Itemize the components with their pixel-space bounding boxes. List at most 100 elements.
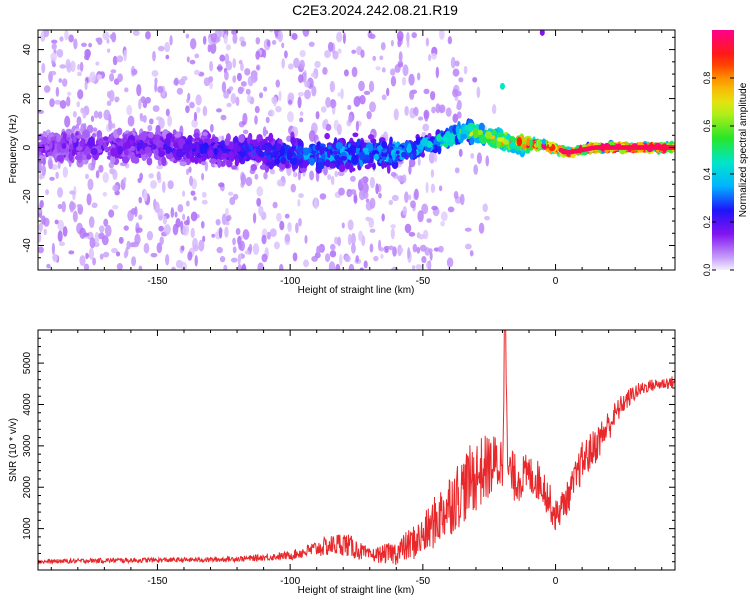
spectrogram-cell bbox=[50, 136, 57, 141]
spectrogram-cell bbox=[244, 250, 251, 255]
spectrogram-cell bbox=[235, 96, 240, 107]
spectrogram-cell bbox=[391, 266, 399, 270]
spectrogram-cell bbox=[516, 137, 523, 147]
spectrogram-cell bbox=[447, 206, 455, 213]
spectrogram-cell bbox=[157, 150, 166, 158]
spectrogram-cell bbox=[252, 152, 257, 157]
spectrogram-cell bbox=[379, 55, 384, 61]
spectrogram-cell bbox=[43, 228, 47, 235]
spectrogram-cell bbox=[52, 253, 58, 261]
spectrogram-cell bbox=[150, 252, 158, 258]
spectrogram-cell bbox=[165, 149, 171, 154]
spectrogram-cell bbox=[110, 155, 116, 164]
spectrogram-cell bbox=[276, 212, 282, 222]
spectrogram-cell bbox=[194, 255, 198, 267]
spectrogram-cell bbox=[359, 158, 364, 167]
spectrogram-cell bbox=[287, 92, 295, 102]
spectrogram-cell bbox=[350, 154, 359, 165]
spectrogram-cell bbox=[350, 233, 356, 246]
spectrogram-cell bbox=[108, 119, 113, 131]
spectrogram-cell bbox=[347, 104, 352, 111]
spectrogram-cell bbox=[408, 73, 415, 86]
spectrogram-cell bbox=[65, 128, 73, 135]
spectrogram-cell bbox=[164, 42, 171, 53]
spectrogram-cell bbox=[73, 38, 78, 50]
spectrogram-cell bbox=[154, 134, 161, 140]
spectrogram-cell bbox=[189, 101, 195, 109]
spectrogram-cell bbox=[87, 178, 94, 191]
spectrogram-cell bbox=[266, 39, 271, 47]
spectrogram-cell bbox=[240, 264, 247, 270]
spectrogram-cell bbox=[338, 187, 345, 196]
spectrogram-cell bbox=[325, 159, 331, 168]
spectrogram-cell bbox=[122, 177, 127, 183]
spectrogram-cell bbox=[408, 231, 416, 237]
spectrogram-cell bbox=[54, 219, 59, 225]
spectrogram-cell bbox=[183, 220, 190, 226]
spectrogram-cell bbox=[456, 103, 461, 110]
spectrogram-cell bbox=[80, 42, 87, 47]
spectrogram-cell bbox=[94, 232, 100, 244]
spectrogram-cell bbox=[188, 166, 192, 173]
spectrogram-cell bbox=[311, 85, 317, 97]
spectrogram-cell bbox=[358, 80, 365, 92]
spectrogram-cell bbox=[341, 222, 345, 229]
colorbar-bar bbox=[712, 30, 734, 270]
spectrogram-cell bbox=[479, 134, 488, 145]
spectrogram-cell bbox=[429, 251, 433, 261]
spectrogram-cell bbox=[236, 72, 242, 82]
spectrogram-cell bbox=[464, 243, 472, 250]
spectrogram-cell bbox=[455, 125, 460, 135]
spectrogram-cell bbox=[41, 136, 48, 145]
spectrogram-cell bbox=[402, 64, 409, 77]
spectrogram-cell bbox=[338, 164, 346, 173]
spectrogram-cell bbox=[404, 223, 412, 234]
spectrogram-cell bbox=[181, 76, 188, 81]
spectrogram-cell bbox=[337, 170, 345, 177]
spectrogram-cell bbox=[472, 76, 478, 83]
spectrogram-cell bbox=[42, 158, 46, 166]
spectrogram-cell bbox=[303, 259, 309, 268]
spectrogram-cell bbox=[89, 71, 96, 83]
spectrogram-cell bbox=[360, 139, 365, 147]
spectrogram-cell bbox=[390, 39, 394, 47]
spectrogram-cell bbox=[64, 147, 69, 153]
spectrogram-cell bbox=[299, 49, 306, 58]
spectrogram-cell bbox=[369, 176, 375, 189]
colorbar-tick-label: 0.2 bbox=[702, 216, 712, 229]
spectrogram-cell bbox=[297, 96, 302, 109]
spectrogram-cell bbox=[224, 70, 229, 81]
spectrogram-cell bbox=[327, 41, 334, 52]
spectrogram-cell bbox=[84, 80, 88, 91]
spectrogram-cell bbox=[103, 142, 107, 150]
spectrogram-cell bbox=[342, 32, 346, 44]
spectrogram-cell bbox=[109, 73, 115, 82]
spectrogram-cell bbox=[290, 136, 296, 145]
spectrogram-cell bbox=[322, 120, 327, 130]
spectrogram-cell bbox=[464, 227, 472, 232]
spectrogram-cell bbox=[392, 151, 396, 161]
spectrogram-cell bbox=[76, 134, 83, 139]
spectrogram-cell bbox=[146, 157, 153, 166]
spectrogram-cell bbox=[185, 200, 190, 207]
spectrogram-cell bbox=[195, 94, 202, 106]
spectrogram-cell bbox=[138, 214, 143, 220]
spectrogram-cell bbox=[351, 66, 358, 78]
spectrogram-cell bbox=[95, 37, 100, 42]
spectrogram-cell bbox=[452, 68, 460, 77]
spectrogram-cell bbox=[456, 111, 462, 119]
spectrogram-cell bbox=[269, 228, 277, 237]
spectrogram-cell bbox=[347, 233, 352, 246]
spectrogram-cell bbox=[446, 257, 454, 268]
spectrogram-cell bbox=[248, 243, 253, 253]
spectrogram-x-tick-label: 0 bbox=[553, 276, 559, 287]
spectrogram-cell bbox=[239, 240, 245, 252]
spectrogram-cell bbox=[59, 36, 64, 42]
spectrogram-cell bbox=[353, 194, 358, 204]
snr-x-tick-label: -50 bbox=[416, 576, 431, 587]
spectrogram-cell bbox=[391, 194, 399, 202]
spectrogram-cell bbox=[109, 33, 116, 40]
spectrogram-cell bbox=[65, 58, 71, 71]
spectrogram-cell bbox=[321, 153, 326, 160]
spectrogram-cell bbox=[235, 228, 241, 235]
